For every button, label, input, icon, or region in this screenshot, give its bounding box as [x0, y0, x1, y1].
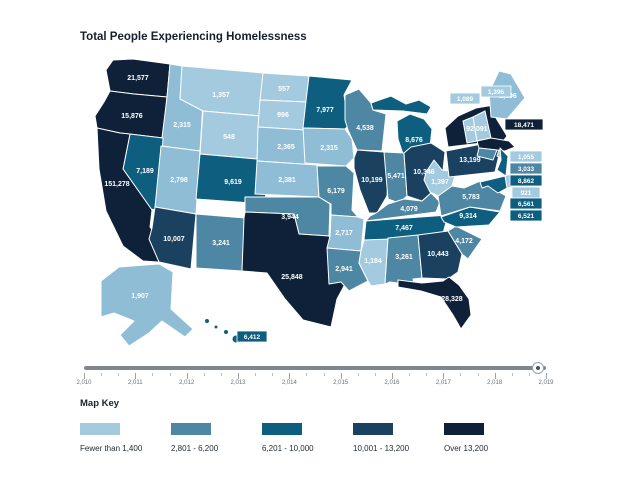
- state-connecticut[interactable]: [476, 147, 498, 161]
- key-label: 10,001 - 13,200: [353, 444, 410, 453]
- minor-tick: [374, 373, 376, 376]
- year-slider: 2,010 2,011 2,012 2,013 2,014 2,015 2,016 2,017…: [76, 362, 554, 390]
- state-arkansas[interactable]: [326, 214, 365, 252]
- state-new-mexico[interactable]: [195, 213, 246, 272]
- tick-2,013: [237, 373, 239, 379]
- tick-2,015: [340, 373, 342, 379]
- minor-tick: [118, 373, 120, 376]
- key-label: 6,201 - 10,000: [262, 444, 314, 453]
- key-swatch-darkest: [444, 423, 484, 435]
- state-florida[interactable]: [397, 276, 472, 330]
- key-swatch-navy: [353, 423, 393, 435]
- key-label: Fewer than 1,400: [80, 444, 143, 453]
- map-key-item: 6,201 - 10,000: [262, 423, 353, 453]
- year-label: 2,017: [435, 380, 451, 386]
- state-wyoming[interactable]: [199, 110, 261, 160]
- state-west-virginia[interactable]: [423, 159, 457, 197]
- year-slider-labels: 2,010 2,011 2,012 2,013 2,014 2,015 2,016 2,017…: [76, 380, 553, 388]
- year-slider-knob[interactable]: [532, 362, 544, 374]
- minor-tick: [460, 373, 462, 376]
- state-kansas[interactable]: [254, 160, 320, 198]
- state-michigan-upper[interactable]: [370, 95, 432, 115]
- year-label: 2,011: [128, 380, 143, 386]
- state-box-HI[interactable]: [236, 330, 268, 343]
- map-key: Map Key Fewer than 1,400 2,801 - 6,200 6…: [80, 398, 550, 453]
- minor-tick: [220, 373, 222, 376]
- minor-tick: [152, 373, 154, 376]
- state-box-MD[interactable]: [509, 197, 543, 210]
- year-label: 2,010: [76, 380, 92, 386]
- tick-2,011: [135, 373, 137, 379]
- state-iowa[interactable]: [302, 127, 355, 167]
- state-alabama[interactable]: [384, 234, 423, 286]
- minor-tick: [101, 373, 103, 376]
- tick-2,010: [84, 373, 85, 379]
- state-box-VT[interactable]: [449, 92, 481, 105]
- key-swatch-medium: [171, 423, 211, 435]
- key-swatch-lightest: [80, 423, 120, 435]
- map-key-item: Fewer than 1,400: [80, 423, 171, 453]
- key-label: Over 13,200: [444, 444, 489, 453]
- minor-tick: [203, 373, 205, 376]
- tick-2,016: [391, 373, 393, 379]
- year-slider-track[interactable]: [84, 362, 546, 374]
- state-texas[interactable]: [241, 211, 351, 328]
- minor-tick: [477, 373, 479, 376]
- year-label: 2,012: [179, 380, 195, 386]
- page-title: Total People Experiencing Homelessness: [80, 31, 307, 43]
- state-indiana[interactable]: [383, 151, 408, 204]
- year-label: 2,016: [384, 380, 400, 386]
- state-alaska[interactable]: [100, 263, 194, 347]
- minor-tick: [306, 373, 308, 376]
- minor-tick: [409, 373, 411, 376]
- map-key-title: Map Key: [80, 398, 120, 409]
- minor-tick: [255, 373, 257, 376]
- state-north-dakota[interactable]: [259, 72, 310, 103]
- tick-2,012: [186, 373, 188, 379]
- map-key-item: 10,001 - 13,200: [353, 423, 444, 453]
- year-label: 2,018: [487, 380, 503, 386]
- state-new-jersey[interactable]: [496, 147, 509, 177]
- tick-2,017: [443, 373, 445, 379]
- minor-tick: [426, 373, 428, 376]
- tick-2,019: [546, 373, 547, 379]
- map-key-item: Over 13,200: [444, 423, 535, 453]
- state-virginia[interactable]: [437, 180, 507, 217]
- year-slider-ticks: [84, 373, 547, 381]
- year-label: 2,013: [230, 380, 246, 386]
- state-shapes: [94, 58, 526, 347]
- state-box-NJ[interactable]: [509, 174, 543, 187]
- minor-tick: [357, 373, 359, 376]
- state-illinois[interactable]: [353, 149, 390, 214]
- map-key-item: 2,801 - 6,200: [171, 423, 262, 453]
- map-key-items: Fewer than 1,400 2,801 - 6,200 6,201 - 1…: [80, 423, 550, 453]
- state-hawaii[interactable]: [204, 318, 241, 344]
- year-label: 2,014: [281, 380, 297, 386]
- minor-tick: [169, 373, 171, 376]
- key-swatch-teal: [262, 423, 302, 435]
- state-box-DC[interactable]: [509, 209, 543, 222]
- state-maryland[interactable]: [479, 175, 508, 194]
- key-label: 2,801 - 6,200: [171, 444, 219, 453]
- state-box-CT[interactable]: [509, 162, 543, 175]
- state-south-dakota[interactable]: [257, 99, 308, 131]
- state-utah[interactable]: [154, 145, 201, 215]
- year-label: 2,015: [333, 380, 349, 386]
- state-box-NH[interactable]: [480, 85, 512, 98]
- minor-tick: [323, 373, 325, 376]
- minor-tick: [511, 373, 513, 376]
- state-kentucky[interactable]: [365, 192, 441, 222]
- tick-2,018: [494, 373, 496, 379]
- year-label: 2,019: [538, 380, 554, 386]
- minor-tick: [272, 373, 274, 376]
- minor-tick: [528, 373, 530, 376]
- state-box-RI[interactable]: [509, 150, 543, 163]
- state-wisconsin[interactable]: [344, 88, 387, 152]
- state-box-MA[interactable]: [504, 118, 544, 131]
- state-box-DE[interactable]: [511, 186, 541, 199]
- tick-2,014: [289, 373, 291, 379]
